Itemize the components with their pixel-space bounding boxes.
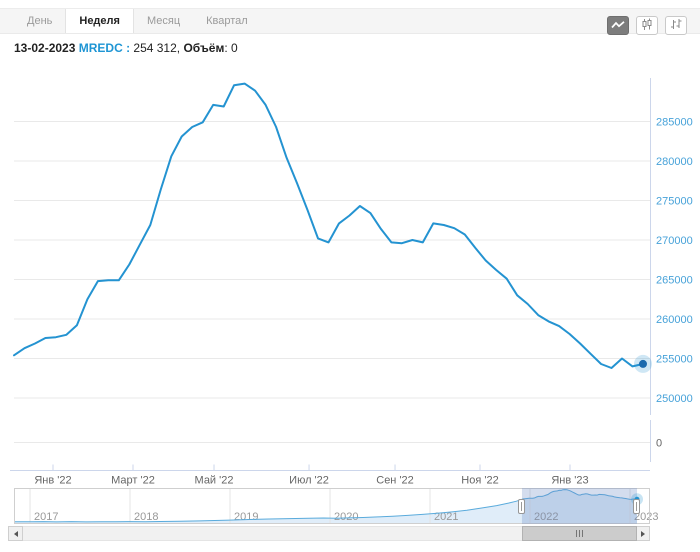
navigator-left-handle[interactable] <box>518 499 525 514</box>
chart-type-buttons <box>607 16 687 35</box>
scrollbar-left-button[interactable] <box>8 526 23 541</box>
volume-label: Объём <box>183 41 225 55</box>
svg-text:Янв '22: Янв '22 <box>34 475 71 487</box>
volume-value: : 0 <box>224 41 238 55</box>
candlestick-chart-button[interactable] <box>636 16 658 35</box>
scrollbar-right-button[interactable] <box>635 526 650 541</box>
svg-text:Июл '22: Июл '22 <box>289 475 329 487</box>
svg-text:Май '22: Май '22 <box>195 475 234 487</box>
navigator-right-handle[interactable] <box>633 499 640 514</box>
thumb-grip-icon <box>576 530 577 537</box>
period-tabbar: День Неделя Месяц Квартал <box>0 8 700 34</box>
tab-month[interactable]: Месяц <box>146 15 181 27</box>
tab-week[interactable]: Неделя <box>65 9 134 33</box>
svg-text:255000: 255000 <box>656 354 693 366</box>
svg-text:265000: 265000 <box>656 275 693 287</box>
line-chart-icon <box>611 18 625 33</box>
ohlc-chart-button[interactable] <box>665 16 687 35</box>
tab-day[interactable]: День <box>27 15 53 27</box>
svg-text:Март '22: Март '22 <box>111 475 155 487</box>
svg-text:0: 0 <box>656 438 662 450</box>
line-chart-button[interactable] <box>607 16 629 35</box>
svg-text:Янв '23: Янв '23 <box>551 475 588 487</box>
quote-date: 13-02-2023 <box>14 41 76 55</box>
svg-text:260000: 260000 <box>656 314 693 326</box>
ticker-label: MREDC : <box>78 41 134 55</box>
arrow-left-icon <box>13 530 18 537</box>
quote-header: 13-02-2023 MREDC : 254 312, Объём: 0 <box>14 41 238 55</box>
svg-text:250000: 250000 <box>656 393 693 405</box>
svg-text:Ноя '22: Ноя '22 <box>461 475 498 487</box>
last-value: 254 312, <box>133 41 184 55</box>
svg-text:280000: 280000 <box>656 156 693 168</box>
svg-text:Сен '22: Сен '22 <box>376 475 414 487</box>
plot-area[interactable] <box>14 78 650 415</box>
svg-text:270000: 270000 <box>656 235 693 247</box>
scrollbar-thumb[interactable] <box>522 526 637 541</box>
svg-text:275000: 275000 <box>656 196 693 208</box>
arrow-right-icon <box>640 530 645 537</box>
candlestick-chart-icon <box>640 18 654 34</box>
ohlc-chart-icon <box>669 18 683 34</box>
svg-text:285000: 285000 <box>656 117 693 129</box>
navigator-range-area[interactable] <box>14 488 650 524</box>
tab-quarter[interactable]: Квартал <box>206 15 248 27</box>
